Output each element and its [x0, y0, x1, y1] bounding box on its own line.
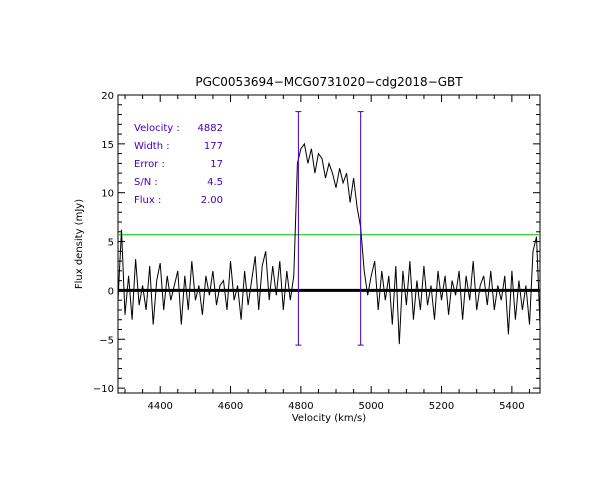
y-tick-label: 15: [101, 140, 114, 151]
annotation-value: 17: [210, 159, 223, 170]
y-axis-label: Flux density (mJy): [74, 199, 85, 289]
spectrum-line: [117, 142, 541, 345]
chart-title: PGC0053694−MCG0731020−cdg2018−GBT: [195, 75, 463, 89]
y-tick-label: 10: [101, 189, 114, 200]
y-tick-label: −10: [93, 384, 114, 395]
x-tick-label: 5200: [429, 401, 454, 412]
annotation-label: Width :: [134, 141, 170, 152]
axis-ticks: 4400 4600 4800 5000 5200 5400 −10 −5 0 5 10 15 20: [93, 91, 540, 412]
annotation-value: 4882: [198, 123, 223, 134]
x-tick-label: 5000: [358, 401, 383, 412]
measurement-annotations: Velocity : 4882 Width : 177 Error : 17 S/N : 4.…: [134, 123, 223, 206]
x-axis-label: Velocity (km/s): [292, 413, 366, 424]
annotation-label: Flux :: [134, 195, 161, 206]
annotation-value: 177: [204, 141, 223, 152]
spectrum-series: [117, 142, 541, 345]
y-tick-label: 0: [108, 286, 114, 297]
annotation-label: Velocity :: [134, 123, 180, 134]
width-markers: [295, 111, 364, 346]
reference-lines: [118, 234, 540, 292]
annotation-label: S/N :: [134, 177, 158, 188]
y-tick-label: 20: [101, 91, 114, 102]
x-tick-label: 4800: [288, 401, 313, 412]
annotation-label: Error :: [134, 159, 165, 170]
x-tick-label: 4400: [147, 401, 172, 412]
annotation-value: 2.00: [201, 195, 223, 206]
x-tick-label: 4600: [218, 401, 243, 412]
plot-frame: [117, 94, 541, 394]
y-tick-label: 5: [108, 238, 114, 249]
annotation-value: 4.5: [207, 177, 223, 188]
y-tick-label: −5: [99, 335, 114, 346]
x-tick-label: 5400: [499, 401, 524, 412]
